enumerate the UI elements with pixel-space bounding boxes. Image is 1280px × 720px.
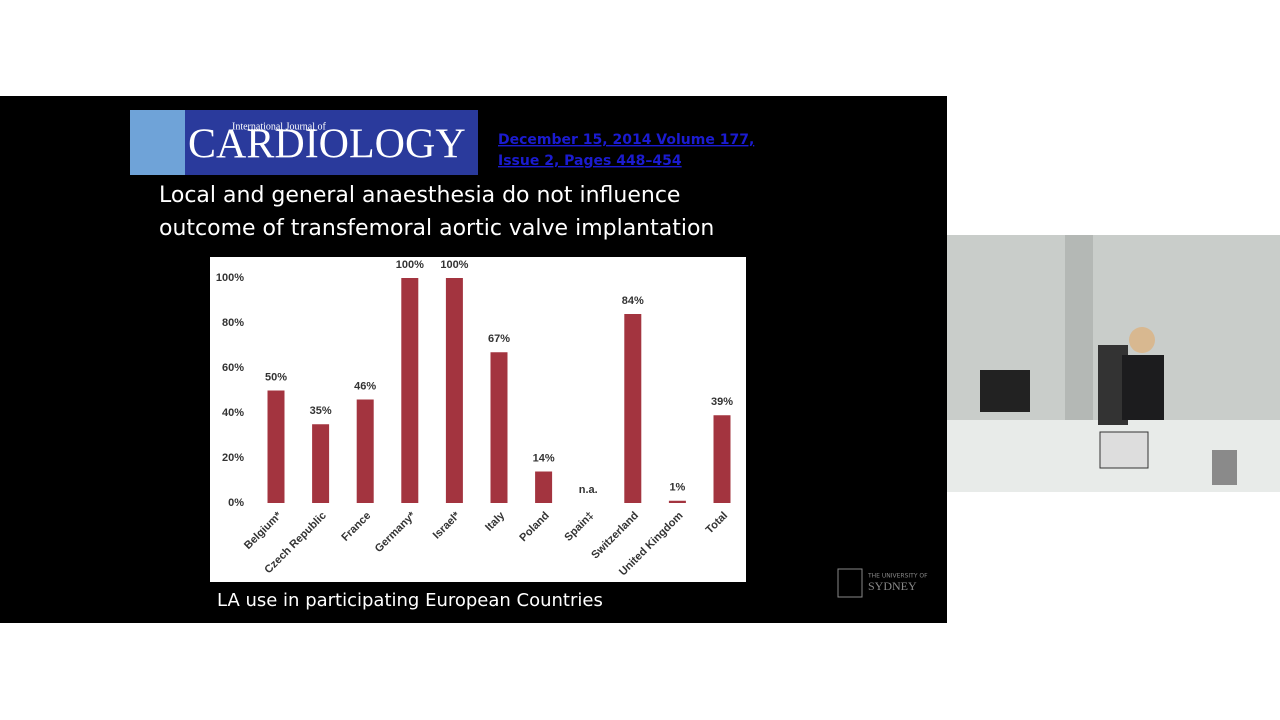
bar [312,424,330,503]
slide-title: Local and general anaesthesia do not inf… [159,183,680,208]
bar [490,352,508,503]
data-label: 1% [669,482,685,494]
data-label: 100% [396,259,424,271]
journal-name: CARDIOLOGY [188,122,466,168]
y-tick-label: 60% [222,362,244,374]
bar [713,415,731,503]
data-label: 100% [440,259,468,271]
bar [535,471,553,503]
data-label: n.a. [579,484,598,496]
journal-small: International Journal of [232,121,327,132]
bar [356,399,374,503]
data-label: 84% [622,295,644,307]
university-small: THE UNIVERSITY OF [867,573,928,580]
caption: LA use in participating European Countri… [217,590,603,611]
citation-link[interactable]: Issue 2, Pages 448–454 [498,153,682,169]
slide-title: outcome of transfemoral aortic valve imp… [159,216,714,241]
chart-panel [210,257,746,582]
bar [401,278,419,503]
y-tick-label: 100% [216,272,244,284]
bar [668,500,686,503]
citation-link[interactable]: December 15, 2014 Volume 177, [498,132,754,148]
y-tick-label: 80% [222,317,244,329]
data-label: 14% [533,452,555,464]
data-label: 50% [265,371,287,383]
y-tick-label: 0% [228,497,244,509]
data-label: 39% [711,396,733,408]
y-tick-label: 40% [222,407,244,419]
bar [445,278,463,503]
journal-logo [130,110,478,175]
university-name: SYDNEY [868,579,917,593]
bar [267,390,285,503]
data-label: 46% [354,380,376,392]
journal-logo-art [130,110,185,175]
bar [624,314,642,503]
data-label: 67% [488,333,510,345]
data-label: 35% [310,405,332,417]
speaker-video [947,235,1280,492]
y-tick-label: 20% [222,452,244,464]
university-crest [837,568,863,598]
